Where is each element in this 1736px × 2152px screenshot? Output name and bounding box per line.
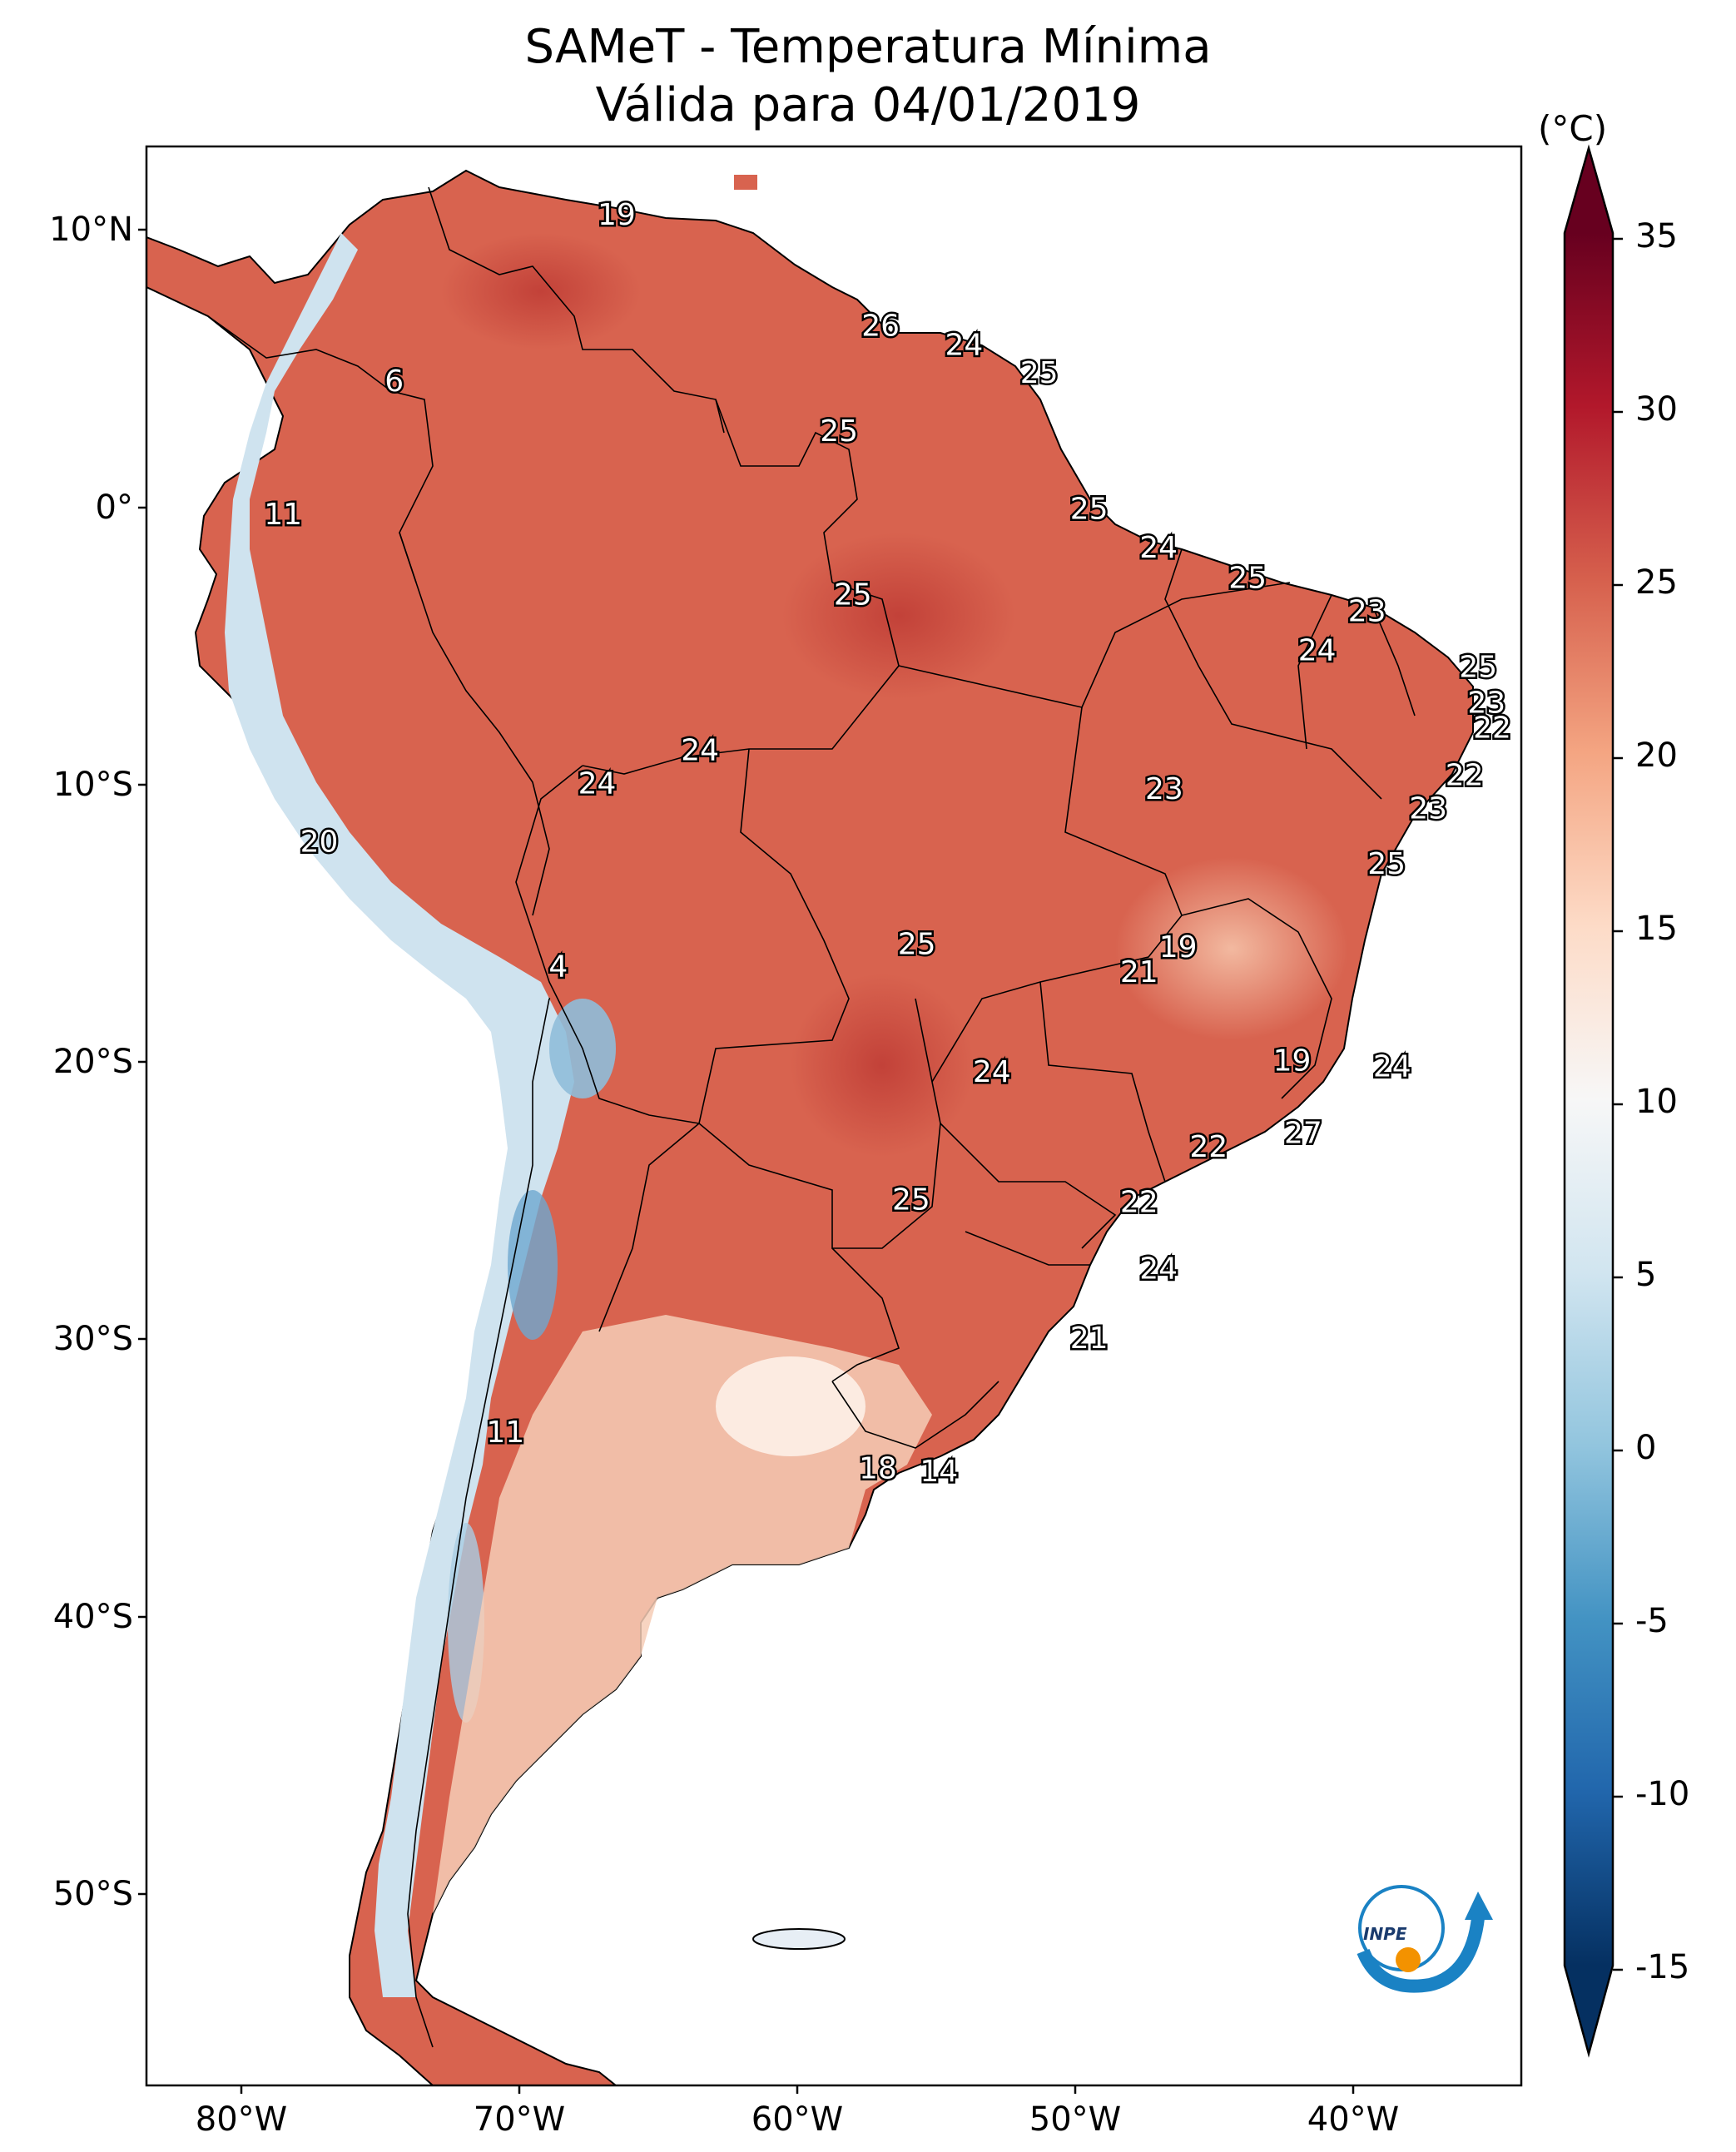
temperature-value-label: 11 <box>264 498 302 532</box>
temperature-value-label: 25 <box>1228 562 1267 596</box>
lat-tick-label: 40°S <box>52 1598 133 1636</box>
temperature-value-label: 4 <box>548 950 568 984</box>
lat-tick-label: 20°S <box>52 1043 133 1081</box>
colorbar-tick-label: 0 <box>1635 1429 1657 1467</box>
temperature-value-label: 25 <box>1459 650 1497 684</box>
map-title: SAMeT - Temperatura Mínima <box>524 20 1212 74</box>
colorbar-tick-label: 35 <box>1635 217 1678 255</box>
temperature-value-label: 24 <box>578 766 617 801</box>
temperature-value-label: 26 <box>861 309 900 343</box>
inpe-logo: INPE <box>1357 1885 1493 1993</box>
colorbar-body <box>1565 233 1613 1966</box>
colorbar-tick-label: 5 <box>1635 1256 1657 1294</box>
temperature-value-label: 24 <box>681 733 719 767</box>
hot-spot-amazon <box>782 533 1015 699</box>
lat-tick-label: 50°S <box>52 1875 133 1913</box>
lat-tick-label: 30°S <box>52 1320 133 1358</box>
temperature-value-label: 19 <box>1159 930 1198 964</box>
lon-tick-label: 80°W <box>195 2100 288 2139</box>
map-frame <box>145 145 1523 2087</box>
colorbar-tick-label: 25 <box>1635 563 1678 602</box>
lat-tick-label: 10°S <box>52 766 133 804</box>
temperature-value-label: 21 <box>1070 1321 1109 1356</box>
colorbar-tick-label: -5 <box>1635 1602 1669 1640</box>
axis-tick-marks <box>138 228 1355 2094</box>
colorbar-unit-label: (°C) <box>1538 108 1608 149</box>
colorbar-tick-marks <box>1613 237 1623 1971</box>
temperature-value-label: 11 <box>486 1416 524 1450</box>
colorbar-tick-label: 30 <box>1635 390 1678 429</box>
colorbar-outline <box>1563 144 1614 2058</box>
temperature-value-label: 25 <box>892 1183 930 1217</box>
country-borders <box>207 186 1416 2048</box>
andes-cold-band <box>225 233 574 1997</box>
continent-layer <box>146 169 1474 2085</box>
temperature-value-label: 24 <box>1373 1049 1411 1083</box>
colorbar-tick-label: 10 <box>1635 1083 1678 1121</box>
temperature-value-label: 25 <box>820 414 858 449</box>
temperature-value-label: 24 <box>945 329 983 363</box>
temperature-value-label: 6 <box>384 364 404 399</box>
trinidad-island <box>734 175 757 190</box>
temperature-value-label: 19 <box>598 198 636 232</box>
colorbar <box>1563 144 1623 2058</box>
temperature-value-label: 22 <box>1473 712 1511 746</box>
temperature-value-label: 22 <box>1120 1186 1158 1220</box>
hot-spot-pantanal <box>791 974 974 1157</box>
temperature-value-label: 21 <box>1120 955 1158 989</box>
temperature-value-label: 20 <box>300 825 339 859</box>
lon-tick-label: 50°W <box>1029 2100 1122 2139</box>
temperature-value-label: 24 <box>1298 633 1337 667</box>
lon-tick-label: 60°W <box>751 2100 844 2139</box>
falkland-islands <box>752 1928 846 1950</box>
temperature-value-label: 24 <box>973 1055 1011 1089</box>
map-subtitle: Válida para 04/01/2019 <box>595 78 1141 132</box>
temperature-value-label: 23 <box>1145 772 1183 806</box>
colorbar-max-arrow <box>1565 148 1613 233</box>
temperature-value-label: 14 <box>920 1455 958 1489</box>
lat-tick-label: 10°N <box>49 211 133 249</box>
temperature-value-label: 24 <box>1139 531 1178 565</box>
temperature-value-label: 25 <box>1070 492 1109 526</box>
cold-spot-andes-south <box>508 1190 558 1340</box>
colorbar-min-arrow <box>1565 1966 1613 2054</box>
temperature-value-label: 22 <box>1189 1130 1228 1164</box>
lon-tick-label: 70°W <box>473 2100 566 2139</box>
colorbar-tick-label: -10 <box>1635 1775 1690 1813</box>
temperature-value-label: 27 <box>1284 1116 1322 1150</box>
temperature-value-label: 22 <box>1446 758 1484 792</box>
cool-spot-uruguay <box>716 1356 866 1456</box>
temperature-value-label: 25 <box>1020 356 1059 390</box>
temperature-value-label: 25 <box>834 578 872 612</box>
temperature-value-label: 23 <box>1409 791 1447 826</box>
lat-tick-label: 0° <box>95 488 133 527</box>
temperature-value-label: 24 <box>1139 1252 1178 1287</box>
temperature-value-label: 18 <box>859 1452 897 1486</box>
logo-text: INPE <box>1363 1924 1407 1944</box>
south-america-landmass <box>146 169 1474 2085</box>
colorbar-tick-label: 15 <box>1635 910 1678 948</box>
colorbar-tick-label: -15 <box>1635 1948 1690 1986</box>
temperature-value-label: 23 <box>1467 687 1505 721</box>
hot-spot-venezuela <box>441 233 641 350</box>
lon-tick-label: 40°W <box>1307 2100 1400 2139</box>
colorbar-tick-label: 20 <box>1635 736 1678 775</box>
temperature-value-label: 23 <box>1348 595 1386 629</box>
mild-spot-minas <box>1115 857 1348 1040</box>
temperature-value-label: 25 <box>898 928 936 962</box>
temperature-value-label: 19 <box>1273 1044 1312 1078</box>
temperature-value-label: 25 <box>1367 847 1406 881</box>
southern-mild-region <box>433 1315 932 1914</box>
